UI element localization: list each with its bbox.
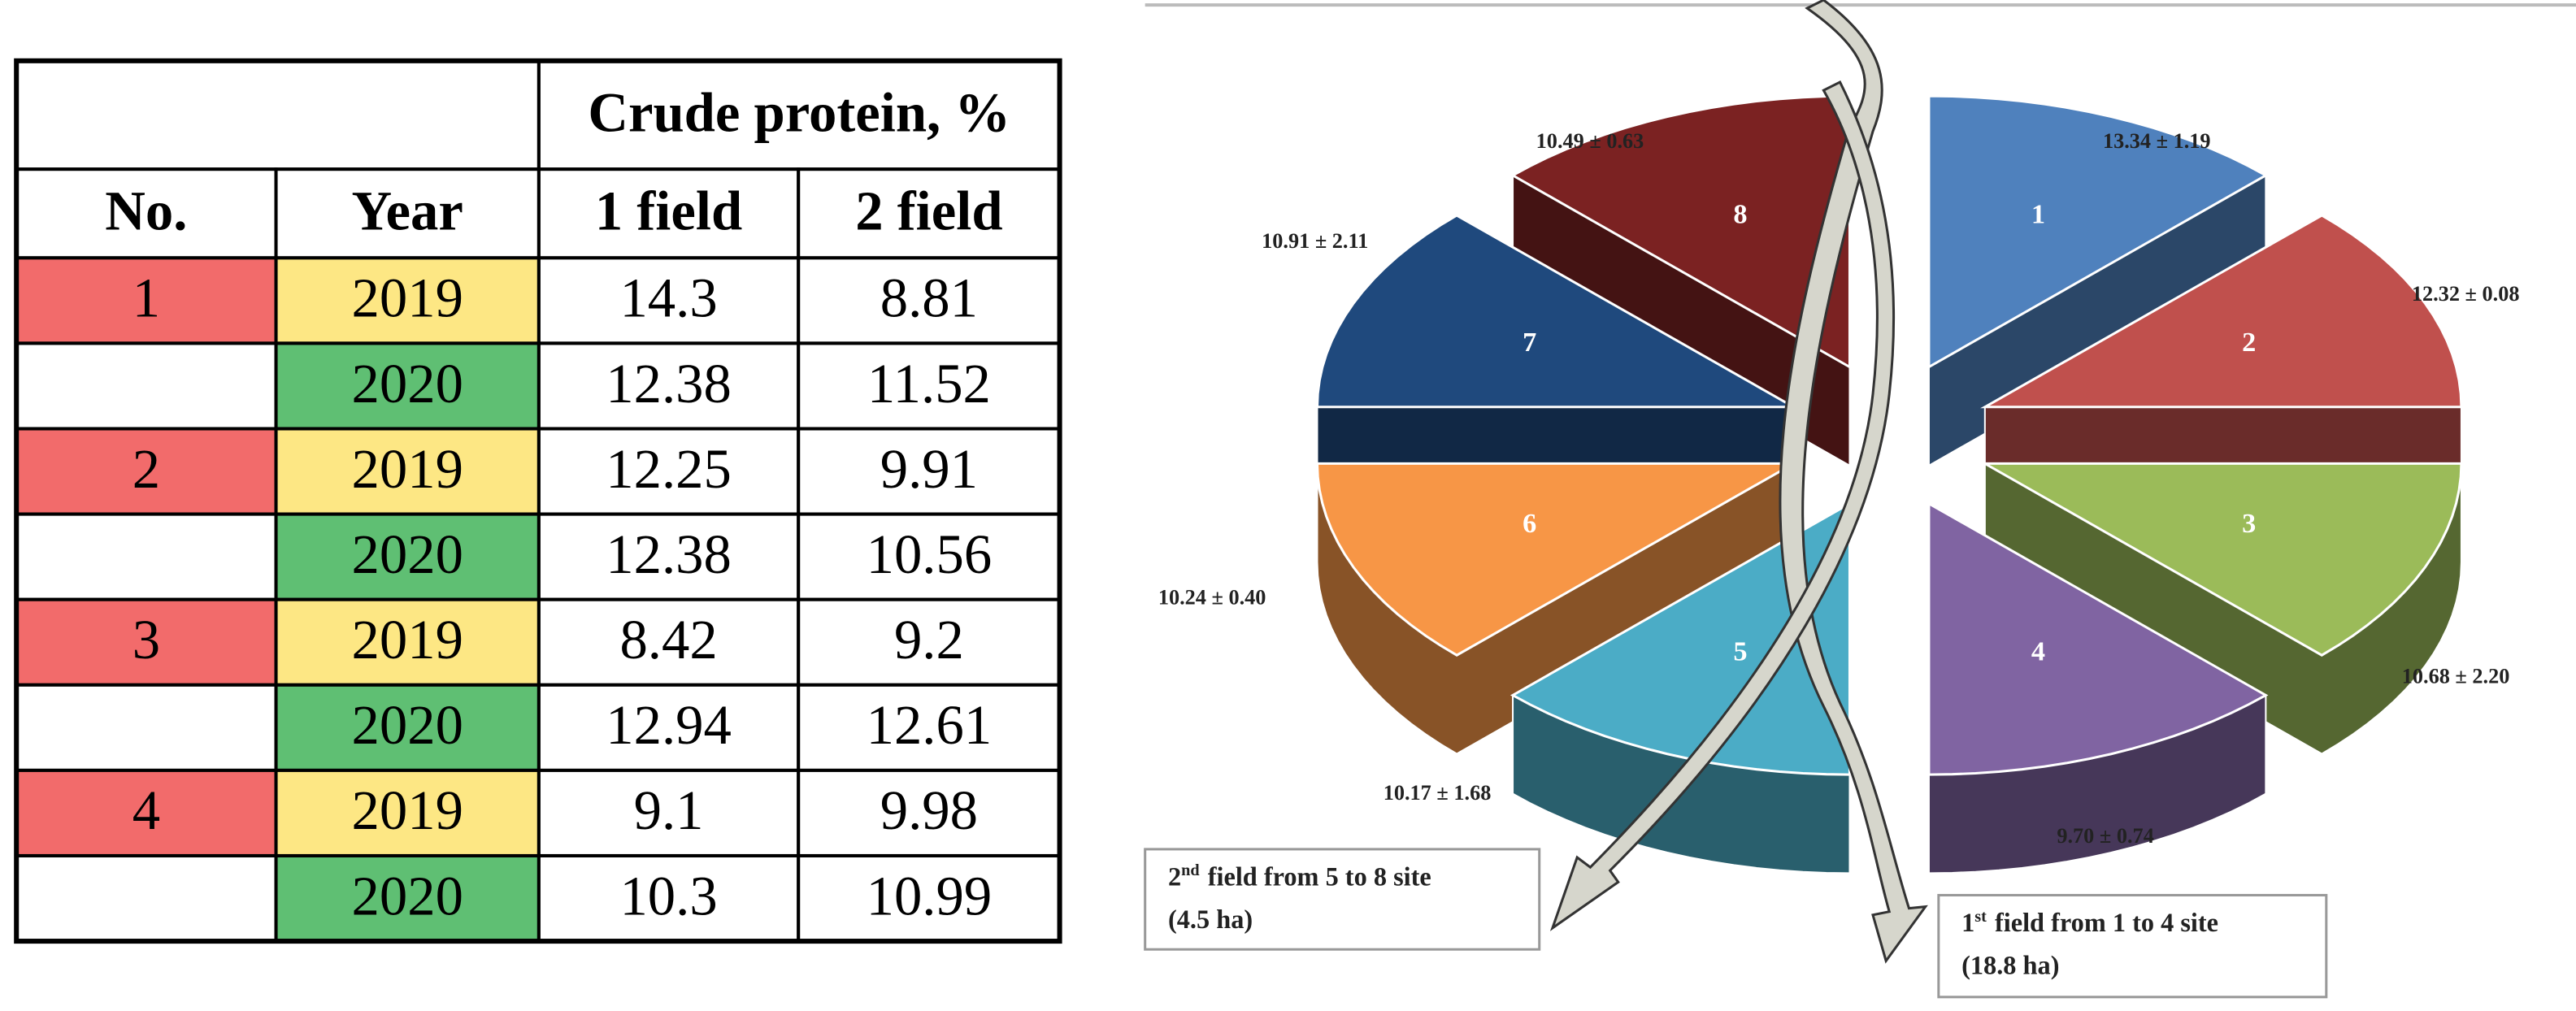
field1-value: 10.3 [619,865,717,926]
field-box-title: 2nd field from 5 to 8 site [1168,861,1431,891]
year: 2020 [352,523,463,585]
field1-value: 8.42 [619,609,717,670]
cell [797,853,1062,944]
cell [15,167,278,260]
slice-top [1927,94,2269,370]
header-cell: No. [105,180,187,242]
cell [15,853,278,944]
header-cell: Year [352,180,463,242]
cell [15,59,541,171]
year: 2019 [352,609,463,670]
cell [15,768,278,858]
cell [274,427,541,516]
field-box-area: (4.5 ha) [1168,905,1253,934]
value-label: 13.34 ± 1.19 [2103,129,2211,153]
field2-value: 8.81 [880,267,978,329]
field2-value: 9.98 [880,779,978,841]
ordinal-suffix: st [1974,908,1987,926]
slice-top [1510,501,1851,776]
cell [274,341,541,431]
cell [15,683,278,772]
field2-value: 9.2 [894,609,964,670]
ordinal: 1 [1961,908,1974,937]
field-boxes: 2nd field from 5 to 8 site (4.5 ha) 1st fiel… [1144,848,2328,999]
field-box-title: 1st field from 1 to 4 site [1961,908,2218,937]
year: 2020 [352,694,463,756]
cell [274,768,541,858]
slice-top [1315,214,1799,409]
arrow-field-1 [1779,0,1928,964]
value-label: 10.49 ± 0.63 [1536,129,1644,153]
ordinal: 2 [1168,861,1181,891]
year: 2019 [352,438,463,500]
row-number: 2 [132,438,160,500]
field1-value: 14.3 [619,267,717,329]
field2-value: 9.91 [880,438,978,500]
arrow-field-2 [1549,80,1896,931]
slice-label: 1 [2031,199,2045,230]
value-label: 10.24 ± 0.40 [1158,586,1266,610]
cell [797,512,1062,601]
header-group: Crude protein, % [588,81,1010,143]
field-box-area: (18.8 ha) [1961,951,2059,980]
box-text: field from 1 to 4 site [1995,908,2218,937]
year: 2020 [352,865,463,926]
slice-top [1927,501,2269,776]
row-number: 1 [132,267,160,329]
slice-label: 4 [2031,636,2045,666]
year: 2019 [352,779,463,841]
header-cell: 1 field [595,180,742,242]
pie-figure: 1 13.34 ± 1.19 8 10.49 ± 0.63 7 10.91 ± 2.11 2… [1158,94,2520,874]
slice-label: 3 [2242,508,2256,539]
value-label: 10.91 ± 2.11 [1262,229,1368,253]
cell [797,768,1062,858]
box-text: field from 5 to 8 site [1208,861,1431,891]
slice-top [1980,462,2463,657]
field2-value: 10.99 [867,865,993,926]
field-box [1937,893,2328,999]
cell [536,512,801,601]
value-label: 9.70 ± 0.74 [2057,824,2153,848]
field1-value: 12.25 [606,438,732,500]
slice-top [1980,214,2463,409]
cell [797,683,1062,772]
slice-top [1315,462,1799,657]
slice-label: 2 [2242,327,2256,358]
slice-top [1510,94,1851,370]
slice-label: 8 [1733,199,1747,230]
field1-value: 9.1 [634,779,704,841]
cell [536,768,801,858]
field2-value: 11.52 [867,353,991,414]
cell [274,683,541,772]
cell [536,341,801,431]
cell [15,341,278,431]
field1-value: 12.94 [606,694,732,756]
value-label: 10.68 ± 2.20 [2402,665,2510,688]
row-number: 4 [132,779,160,841]
slice-label: 5 [1733,636,1747,666]
cell [536,853,801,944]
table-border [14,58,1062,944]
cell [536,427,801,516]
cell [15,512,278,601]
field1-value: 12.38 [606,523,732,585]
value-label: 12.32 ± 0.08 [2412,282,2520,306]
slice-label: 7 [1523,327,1536,358]
field-box [1144,848,1541,951]
slice-label: 6 [1523,508,1536,539]
table: Crude protein, % No. Year 1 field 2 field 1 20… [14,58,1062,944]
year: 2019 [352,267,463,329]
ordinal-suffix: nd [1181,861,1200,879]
arrows [1549,0,1928,964]
cell [797,256,1062,345]
row-number: 3 [132,609,160,670]
field1-value: 12.38 [606,353,732,414]
year: 2020 [352,353,463,414]
value-label: 10.17 ± 1.68 [1384,781,1492,805]
field2-value: 12.61 [867,694,993,756]
field2-value: 10.56 [867,523,993,585]
header-cell: 2 field [855,180,1002,242]
